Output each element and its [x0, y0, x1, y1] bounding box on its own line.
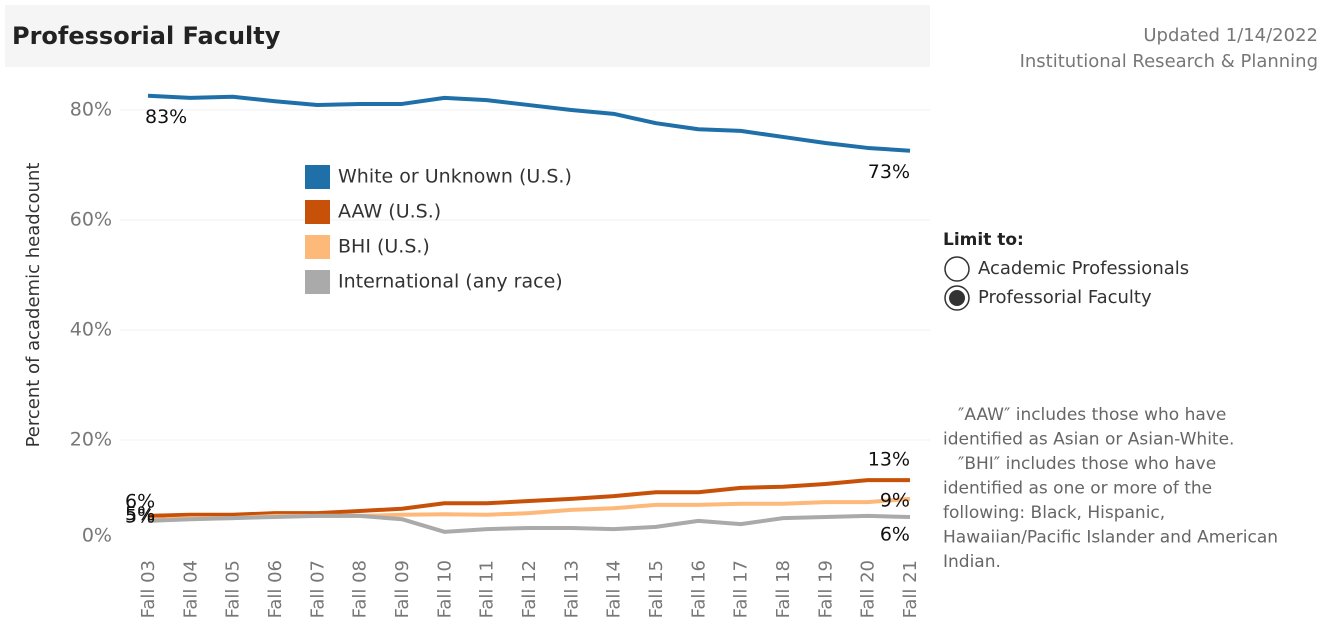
title-bar	[5, 5, 930, 67]
series-line	[147, 513, 911, 534]
note: ″AAW″ includes those who have	[958, 405, 1226, 425]
note: following: Black, Hispanic,	[943, 503, 1165, 523]
y-tick-label: 0%	[82, 525, 112, 547]
x-tick-label: Fall 17	[731, 560, 752, 618]
note: identified as one or more of the	[943, 479, 1212, 499]
legend-swatch	[305, 200, 330, 224]
data-label: 83%	[145, 106, 187, 128]
radio-label[interactable]: Academic Professionals	[978, 258, 1189, 279]
x-tick-label: Fall 20	[858, 560, 879, 618]
x-tick-label: Fall 18	[773, 560, 794, 618]
x-tick-label: Fall 19	[815, 560, 836, 618]
x-tick-label: Fall 04	[180, 560, 201, 618]
data-label: 6%	[125, 490, 155, 512]
filter-title: Limit to:	[943, 230, 1024, 250]
updated: Updated 1/14/2022	[1143, 25, 1318, 46]
data-label: 9%	[880, 489, 910, 511]
x-tick-label: Fall 12	[519, 560, 540, 618]
radio[interactable]	[944, 256, 970, 282]
x-tick-label: Fall 07	[307, 560, 328, 618]
x-tick-label: Fall 03	[138, 560, 159, 618]
note: Hawaiian/Pacific Islander and American	[943, 528, 1278, 548]
x-tick-label: Fall 08	[350, 560, 371, 618]
data-label: 5%	[125, 503, 155, 525]
note: ″BHI″ includes those who have	[958, 454, 1216, 474]
y-axis-title: Percent of academic headcount	[23, 163, 44, 448]
note: identified as Asian or Asian-White.	[943, 430, 1234, 450]
legend-label: BHI (U.S.)	[338, 236, 430, 258]
data-label: 73%	[868, 161, 910, 183]
legend-label: International (any race)	[338, 271, 563, 293]
y-tick-label: 60%	[70, 209, 112, 231]
legend-swatch	[305, 270, 330, 294]
legend-label: White or Unknown (U.S.)	[338, 166, 572, 188]
legend-label: AAW (U.S.)	[338, 201, 441, 223]
x-tick-label: Fall 14	[604, 560, 625, 618]
y-tick-label: 20%	[70, 429, 112, 451]
source: Institutional Research & Planning	[1020, 51, 1318, 72]
x-tick-label: Fall 05	[223, 560, 244, 618]
x-tick-label: Fall 09	[392, 560, 413, 618]
x-tick-label: Fall 15	[646, 560, 667, 618]
x-tick-label: Fall 16	[688, 560, 709, 618]
data-label: 13%	[868, 449, 910, 471]
x-tick-label: Fall 21	[900, 560, 921, 618]
x-tick-label: Fall 13	[561, 560, 582, 618]
note: Indian.	[943, 552, 1001, 572]
series-line	[147, 93, 911, 153]
series-line	[147, 478, 910, 518]
x-tick-label: Fall 10	[434, 560, 455, 618]
radio-label[interactable]: Professorial Faculty	[978, 287, 1152, 308]
y-tick-label: 40%	[70, 319, 112, 341]
data-label: 5%	[125, 505, 155, 527]
legend-swatch	[305, 165, 330, 189]
title: Professorial Faculty	[12, 22, 281, 50]
data-label: 6%	[880, 524, 910, 546]
x-tick-label: Fall 06	[265, 560, 286, 618]
radio-dot[interactable]	[949, 290, 965, 306]
y-tick-label: 80%	[70, 99, 112, 121]
x-tick-label: Fall 11	[477, 560, 498, 618]
legend-swatch	[305, 235, 330, 259]
